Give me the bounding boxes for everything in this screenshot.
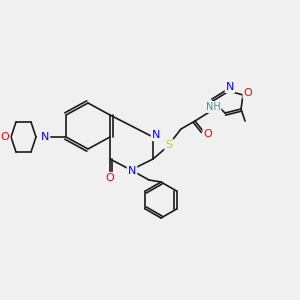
Text: NH: NH bbox=[206, 102, 220, 112]
Text: N: N bbox=[128, 166, 136, 176]
Text: N: N bbox=[152, 130, 160, 140]
Text: O: O bbox=[106, 173, 114, 183]
Text: N: N bbox=[226, 82, 234, 92]
Text: O: O bbox=[204, 129, 212, 139]
Text: N: N bbox=[41, 132, 49, 142]
Text: O: O bbox=[244, 88, 252, 98]
Text: O: O bbox=[1, 132, 9, 142]
Text: S: S bbox=[165, 140, 172, 150]
